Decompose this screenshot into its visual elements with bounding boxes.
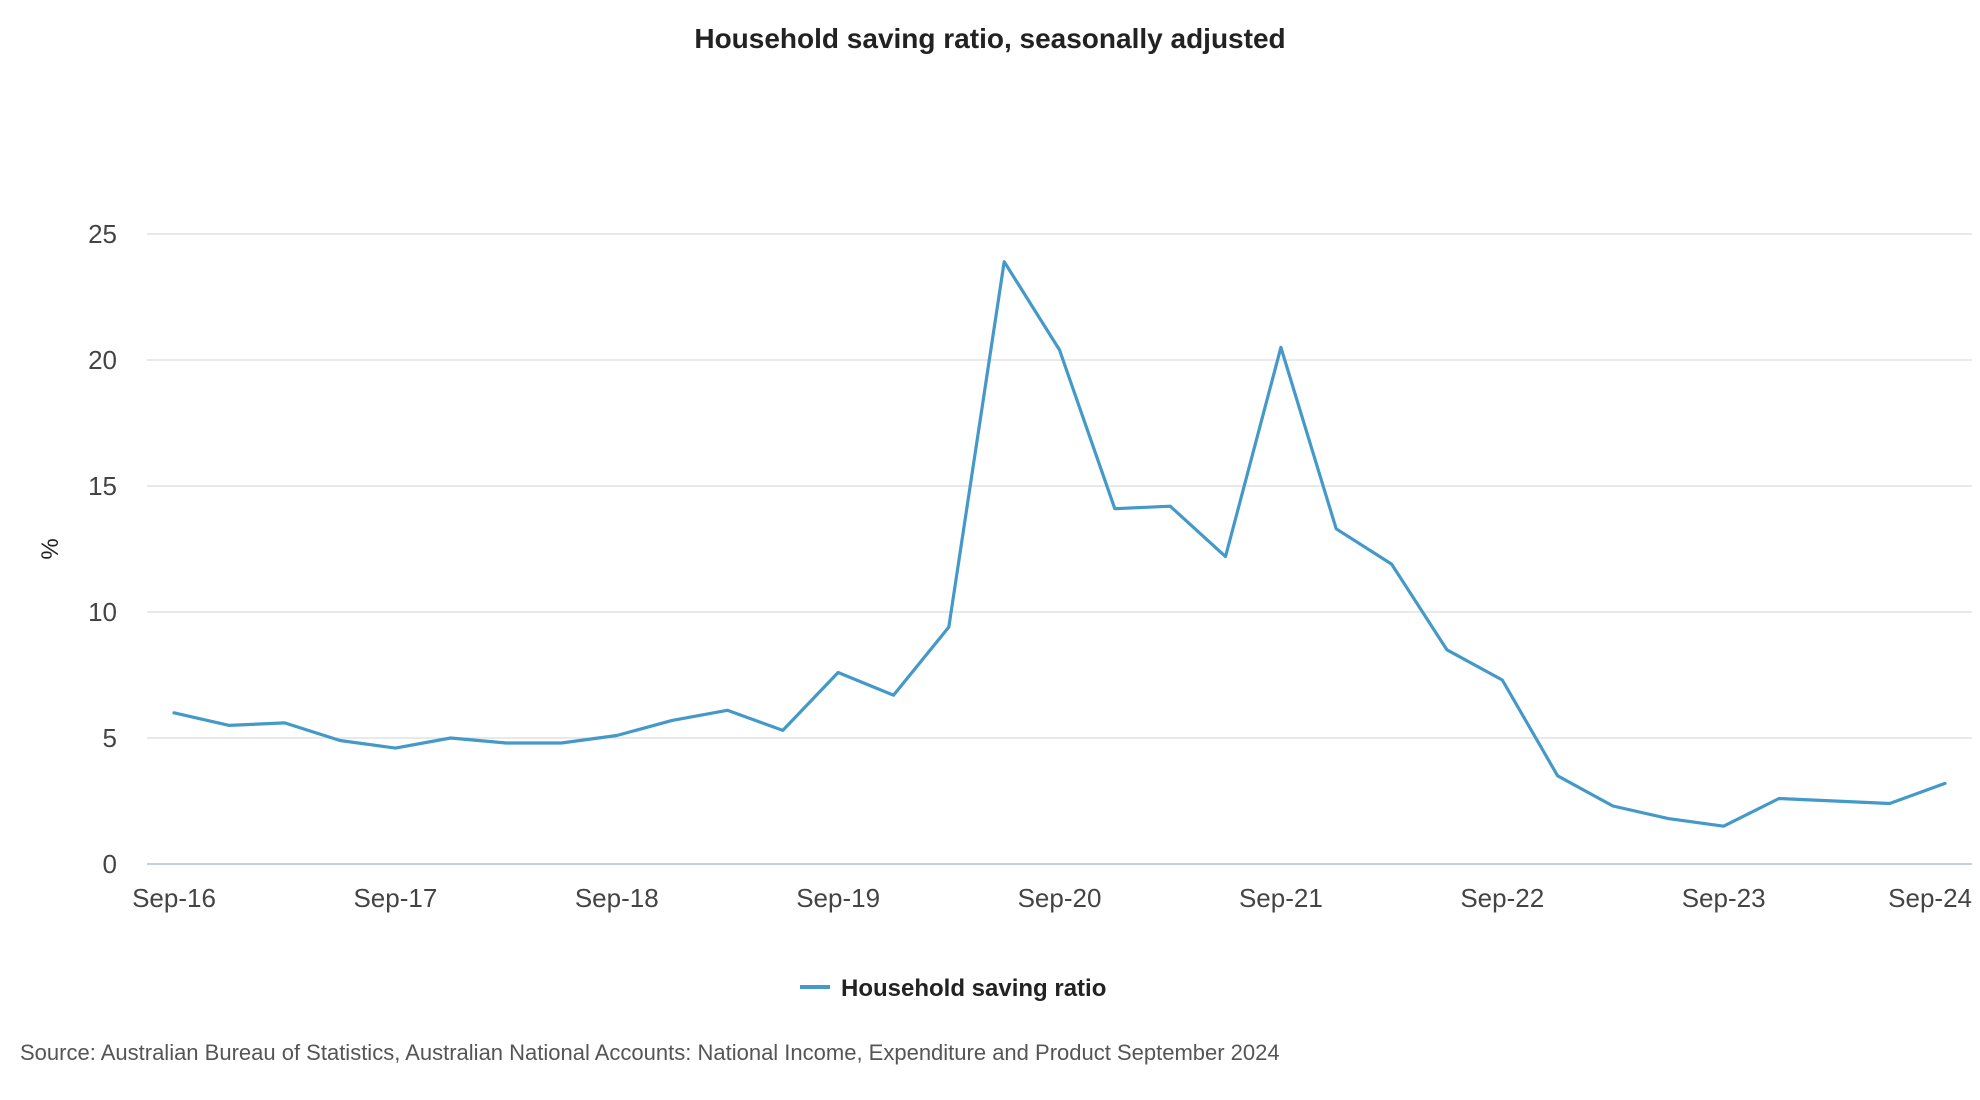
x-tick-label: Sep-19 [796, 883, 880, 913]
y-axis-ticks: 0 5 10 15 20 25 [88, 219, 117, 879]
x-tick-label: Sep-20 [1018, 883, 1102, 913]
data-point [1610, 803, 1616, 809]
grid-lines [147, 233, 1972, 865]
data-point [946, 624, 952, 630]
data-point [1444, 647, 1450, 653]
y-tick-label: 5 [103, 723, 117, 753]
x-tick-label: Sep-21 [1239, 883, 1323, 913]
data-point [1942, 780, 1948, 786]
x-tick-label: Sep-24 [1888, 883, 1972, 913]
data-point [1665, 816, 1671, 822]
data-point [1721, 823, 1727, 829]
data-point [503, 740, 509, 746]
data-point [724, 707, 730, 713]
data-point [1333, 526, 1339, 532]
data-point [1223, 554, 1229, 560]
data-point [1831, 798, 1837, 804]
data-point [1555, 773, 1561, 779]
data-point [835, 669, 841, 675]
series-layer [171, 259, 1948, 829]
x-tick-label: Sep-17 [353, 883, 437, 913]
data-point [226, 722, 232, 728]
data-point [890, 692, 896, 698]
data-point [1887, 801, 1893, 807]
y-tick-label: 15 [88, 471, 117, 501]
chart-title: Household saving ratio, seasonally adjus… [694, 23, 1285, 54]
data-point [614, 732, 620, 738]
y-tick-label: 10 [88, 597, 117, 627]
y-tick-label: 20 [88, 345, 117, 375]
data-point [1167, 503, 1173, 509]
data-point [337, 738, 343, 744]
data-point [1499, 677, 1505, 683]
source-note: Source: Australian Bureau of Statistics,… [20, 1040, 1280, 1065]
data-point [1057, 347, 1063, 353]
data-point [669, 717, 675, 723]
data-point [1389, 561, 1395, 567]
y-axis-label: % [37, 538, 64, 559]
data-point [448, 735, 454, 741]
x-tick-label: Sep-18 [575, 883, 659, 913]
x-tick-label: Sep-16 [132, 883, 216, 913]
data-point [1278, 344, 1284, 350]
y-tick-label: 0 [103, 849, 117, 879]
legend[interactable]: Household saving ratio [800, 975, 1106, 1002]
data-point [282, 720, 288, 726]
series-line [172, 260, 1947, 828]
data-point [392, 745, 398, 751]
data-point [171, 710, 177, 716]
x-tick-label: Sep-23 [1682, 883, 1766, 913]
y-tick-label: 25 [88, 219, 117, 249]
data-point [1112, 506, 1118, 512]
data-point [558, 740, 564, 746]
data-point [780, 727, 786, 733]
chart-canvas: Household saving ratio, seasonally adjus… [37, 23, 1972, 1002]
data-point [1001, 259, 1007, 265]
legend-label: Household saving ratio [841, 975, 1106, 1002]
x-tick-label: Sep-22 [1460, 883, 1544, 913]
data-point [1776, 795, 1782, 801]
x-axis-ticks: Sep-16 Sep-17 Sep-18 Sep-19 Sep-20 Sep-21 Sep-… [132, 883, 1972, 913]
